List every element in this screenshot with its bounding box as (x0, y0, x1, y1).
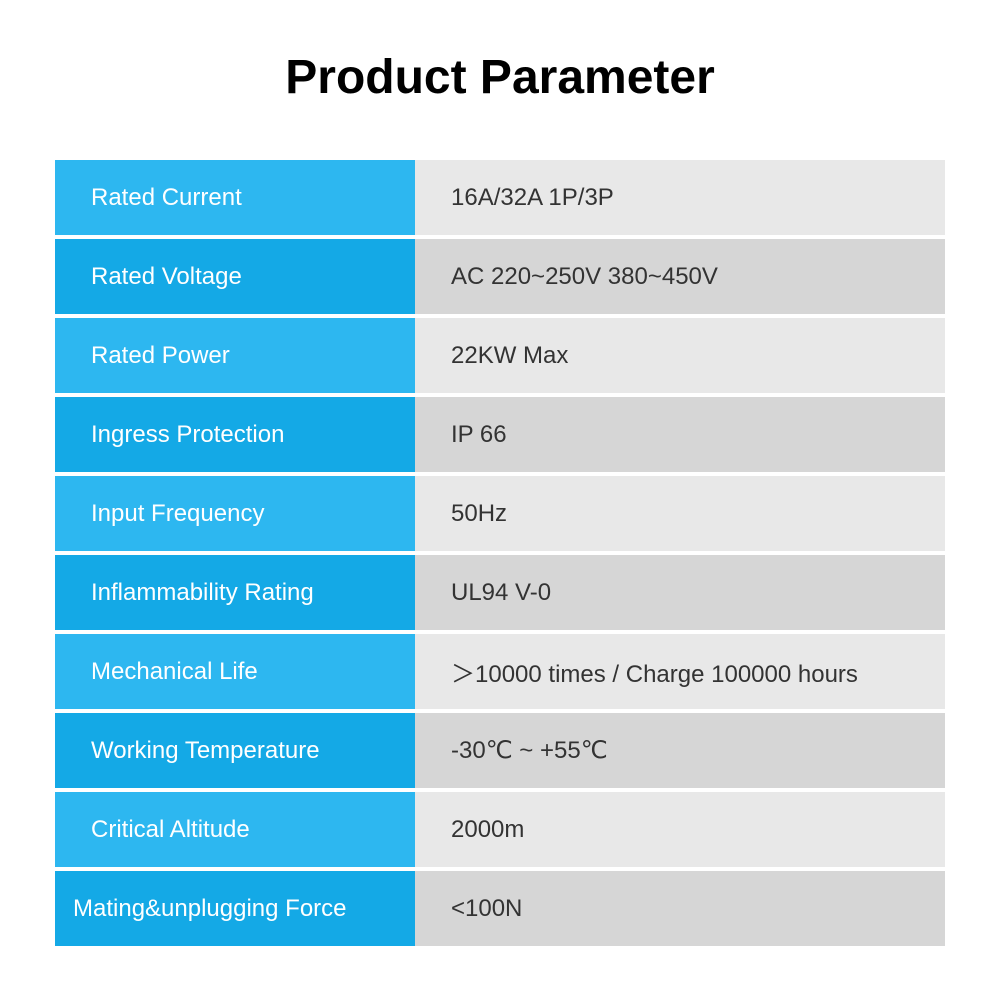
table-row: Rated Current 16A/32A 1P/3P (55, 160, 945, 235)
param-value: -30℃ ~ +55℃ (415, 713, 945, 788)
param-label: Ingress Protection (55, 397, 415, 472)
param-label: Mating&unplugging Force (55, 871, 415, 946)
table-row: Critical Altitude 2000m (55, 792, 945, 867)
param-value: <100N (415, 871, 945, 946)
page-title: Product Parameter (0, 50, 1000, 105)
param-label: Critical Altitude (55, 792, 415, 867)
param-label: Input Frequency (55, 476, 415, 551)
param-value: 22KW Max (415, 318, 945, 393)
param-label: Rated Current (55, 160, 415, 235)
param-label: Inflammability Rating (55, 555, 415, 630)
table-row: Rated Voltage AC 220~250V 380~450V (55, 239, 945, 314)
table-row: Inflammability Rating UL94 V-0 (55, 555, 945, 630)
param-label: Working Temperature (55, 713, 415, 788)
table-row: Mating&unplugging Force <100N (55, 871, 945, 946)
param-value: 2000m (415, 792, 945, 867)
param-value: IP 66 (415, 397, 945, 472)
parameter-table: Rated Current 16A/32A 1P/3P Rated Voltag… (55, 160, 945, 950)
param-value: AC 220~250V 380~450V (415, 239, 945, 314)
param-value: 16A/32A 1P/3P (415, 160, 945, 235)
table-row: Mechanical Life ＞10000 times / Charge 10… (55, 634, 945, 709)
table-row: Working Temperature -30℃ ~ +55℃ (55, 713, 945, 788)
table-row: Ingress Protection IP 66 (55, 397, 945, 472)
param-label: Rated Voltage (55, 239, 415, 314)
param-value: 50Hz (415, 476, 945, 551)
param-label: Rated Power (55, 318, 415, 393)
table-row: Input Frequency 50Hz (55, 476, 945, 551)
param-label: Mechanical Life (55, 634, 415, 709)
param-value: UL94 V-0 (415, 555, 945, 630)
page-container: Product Parameter Rated Current 16A/32A … (0, 0, 1000, 950)
table-row: Rated Power 22KW Max (55, 318, 945, 393)
param-value: ＞10000 times / Charge 100000 hours (415, 634, 945, 709)
